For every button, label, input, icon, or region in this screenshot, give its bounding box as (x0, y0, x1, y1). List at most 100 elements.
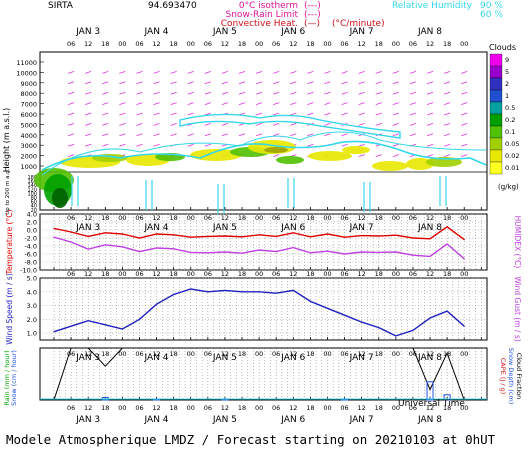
wind-arrow (461, 154, 468, 157)
y-tick-label: 2.0 (27, 219, 37, 227)
y-tick-label: -4.0 (24, 243, 37, 251)
day-label: JAN 6 (280, 27, 305, 37)
wind-arrow (358, 123, 365, 126)
colorbar-level: 0.5 (505, 104, 515, 112)
data-point (241, 236, 243, 238)
wind-arrow (170, 91, 177, 95)
panel-ylabel: Wind Speed (m / s) (5, 273, 14, 345)
hour-tick-label: 06 (272, 404, 280, 412)
data-point (429, 255, 431, 257)
wind-arrow (119, 71, 126, 74)
rain-bar (443, 394, 451, 401)
data-point (121, 246, 123, 248)
wind-arrow (67, 102, 75, 105)
day-label: JAN 7 (349, 223, 374, 233)
wind-arrow (187, 133, 194, 137)
wind-arrow (187, 81, 194, 85)
hour-tick-label: 00 (460, 270, 468, 278)
wind-arrow (85, 112, 92, 116)
day-label: JAN 6 (280, 415, 305, 425)
hour-tick-label: 06 (67, 350, 75, 358)
wind-arrow (153, 91, 160, 95)
hour-tick-label: 12 (221, 214, 229, 222)
wind-arrow (341, 143, 348, 147)
data-point (190, 288, 192, 290)
data-point (343, 236, 346, 238)
wind-arrow (307, 102, 314, 105)
wind-arrow (426, 71, 434, 74)
data-point (378, 235, 380, 237)
hour-tick-label: 18 (170, 214, 178, 222)
data-point (463, 325, 465, 327)
rh-contour-upper (179, 113, 401, 139)
y-tick-label: 2.0 (27, 316, 37, 324)
rh-contour-lower (145, 180, 153, 210)
wind-arrow (290, 133, 297, 137)
wind-arrow (67, 91, 75, 95)
hour-tick-label: 18 (443, 350, 451, 358)
wind-arrow (375, 81, 382, 85)
hour-tick-label: 00 (255, 270, 263, 278)
wind-arrow (136, 81, 143, 85)
y-tick-label: -6.0 (24, 251, 37, 259)
hour-tick-label: 06 (204, 40, 212, 48)
rh-contour-lower (217, 184, 225, 214)
day-label: JAN 5 (212, 223, 237, 233)
wind-arrow (375, 123, 382, 126)
wind-arrow (204, 112, 211, 116)
wind-arrow (187, 143, 194, 147)
data-point (173, 234, 175, 236)
data-point (207, 291, 209, 293)
wind-arrow (153, 123, 160, 126)
wind-arrow (409, 133, 417, 137)
data-point (361, 251, 363, 253)
wind-arrow (255, 71, 263, 74)
wind-arrow (170, 71, 177, 74)
y-tick-label: 4.0 (27, 211, 37, 219)
hour-tick-label: 06 (135, 270, 143, 278)
y-tick-label: 6000 (20, 111, 37, 119)
wind-arrow (341, 102, 348, 105)
wind-arrow (443, 112, 451, 116)
legend-symbol: (---) (304, 10, 321, 20)
hour-tick-label: 06 (409, 40, 417, 48)
hour-tick-label: 12 (358, 270, 366, 278)
hour-tick-label: 06 (409, 404, 417, 412)
hour-tick-label: 00 (187, 404, 195, 412)
y-tick-label: 7000 (20, 101, 37, 109)
wind-arrow (187, 102, 194, 105)
wind-arrow (426, 81, 434, 85)
rh-legend-value: 90 % (480, 1, 503, 11)
day-label: JAN 4 (144, 27, 169, 37)
legend-label: Convective Heat. (221, 19, 298, 29)
cloud-blob (190, 149, 242, 161)
wind-arrow (358, 81, 365, 85)
wind-arrow (204, 71, 211, 74)
wind-arrow (324, 133, 331, 137)
hour-tick-label: 12 (221, 404, 229, 412)
data-point (207, 235, 209, 237)
data-point (326, 233, 329, 235)
rh-contour-lower (71, 176, 79, 206)
wind-arrow (324, 123, 331, 126)
y-tick-label: -10.0 (20, 267, 37, 275)
data-point (224, 251, 226, 253)
cloud-blob (372, 161, 408, 171)
hour-tick-label: 06 (272, 214, 280, 222)
wind-arrow (102, 143, 109, 147)
hour-tick-label: 18 (170, 404, 178, 412)
data-point (378, 327, 380, 329)
hour-tick-label: 18 (238, 270, 246, 278)
hour-tick-label: 00 (323, 350, 331, 358)
precipitation-panel: Rain (mm / hour) Snow (cm / hour) CAPE (J … (3, 347, 523, 406)
wind-arrow (426, 143, 434, 147)
wind-arrow (307, 143, 314, 147)
cloud-blob (264, 147, 288, 153)
hour-tick-label: 00 (118, 404, 126, 412)
wind-arrow (221, 102, 229, 105)
day-label: JAN 5 (212, 353, 237, 363)
colorbar-swatch (489, 161, 503, 175)
hour-tick-label: 18 (101, 350, 109, 358)
colorbar-swatch (489, 77, 503, 91)
hour-tick-label: 06 (135, 404, 143, 412)
